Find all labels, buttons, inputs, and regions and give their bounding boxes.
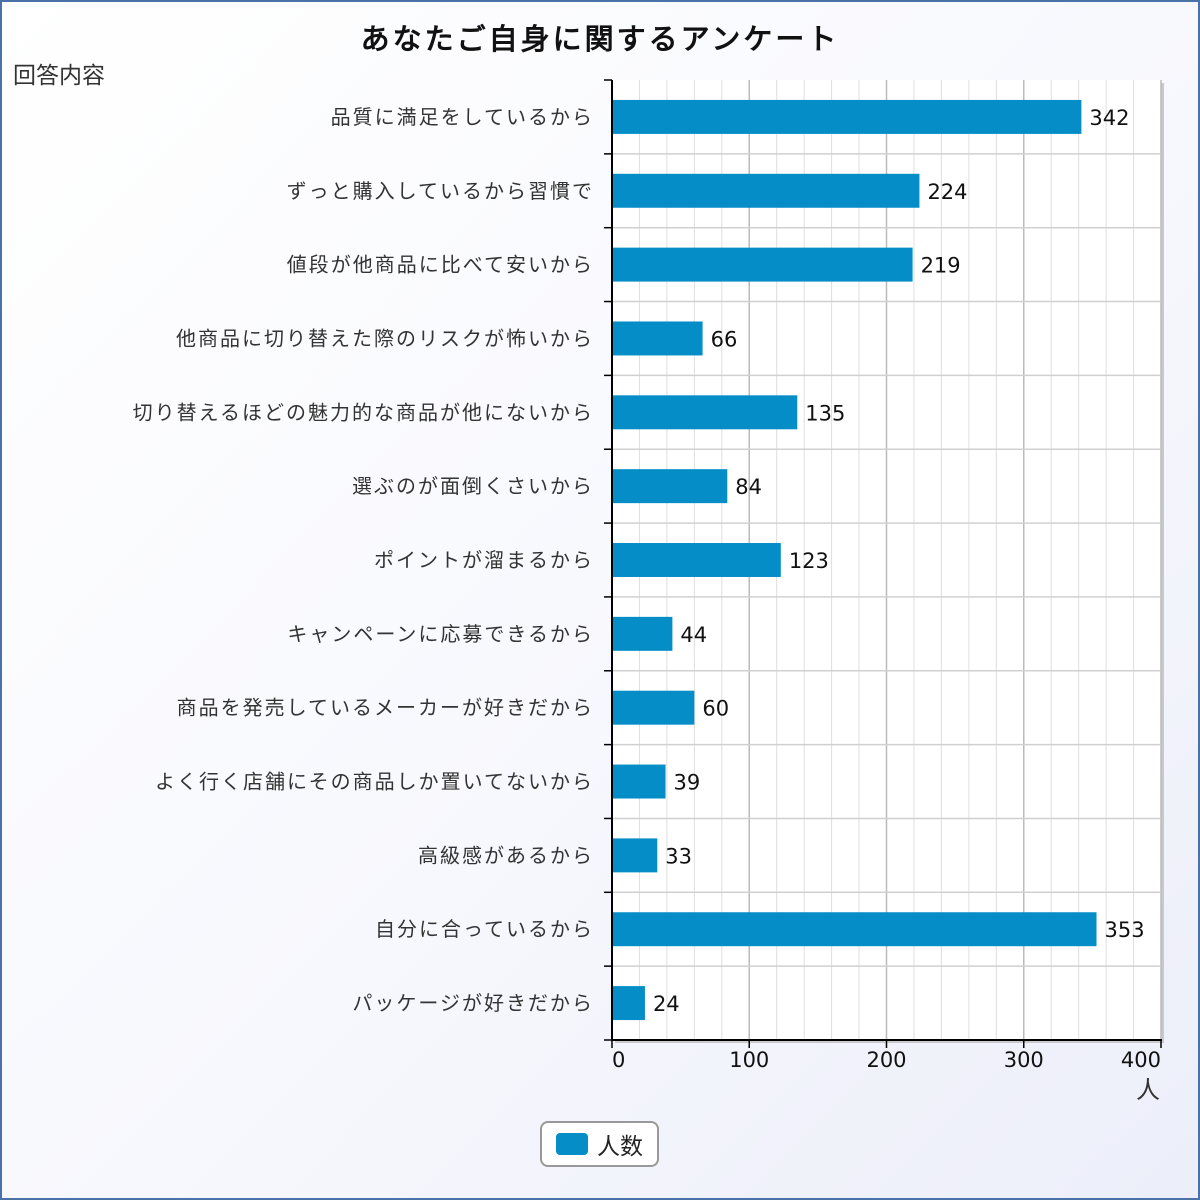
data-label: 342 (1089, 106, 1129, 130)
bar (612, 395, 798, 430)
x-tick-label: 300 (1004, 1048, 1044, 1072)
x-tick-label: 400 (1121, 1048, 1161, 1072)
bar (612, 99, 1082, 134)
category-label: よく行く店舗にその商品しか置いてないから (155, 770, 594, 794)
bar (612, 543, 781, 577)
data-label: 33 (665, 844, 692, 868)
category-label: 切り替えるほどの魅力的な商品が他にないから (133, 400, 594, 424)
bar (612, 838, 658, 873)
bar (612, 469, 728, 504)
bar (612, 912, 1097, 947)
category-label: パッケージが好きだから (352, 991, 594, 1015)
bar (612, 247, 913, 282)
data-label: 24 (653, 992, 680, 1016)
data-label: 219 (921, 254, 961, 278)
category-label: 他商品に切り替えた際のリスクが怖いから (176, 326, 594, 350)
legend-swatch (556, 1133, 588, 1155)
data-label: 66 (711, 327, 738, 351)
legend-label: 人数 (597, 1134, 643, 1160)
data-label: 135 (805, 401, 845, 425)
data-label: 44 (680, 623, 707, 647)
data-label: 84 (735, 475, 762, 499)
legend[interactable]: 人数 (540, 1121, 659, 1167)
data-label: 224 (927, 180, 967, 204)
x-axis-title: 人 (1136, 1076, 1160, 1104)
bar (612, 986, 645, 1021)
category-label: ポイントが溜まるから (374, 548, 594, 572)
y-axis-title: 回答内容 (13, 63, 105, 89)
chart-title: あなたご自身に関するアンケート (360, 22, 840, 56)
x-tick-label: 100 (729, 1048, 769, 1072)
category-label: 高級感があるから (418, 843, 594, 867)
bar (612, 764, 666, 799)
data-label: 353 (1104, 918, 1144, 942)
x-tick-label: 0 (612, 1048, 625, 1072)
bar (612, 690, 695, 725)
category-label: ずっと購入しているから習慣で (287, 179, 594, 203)
bar (612, 173, 920, 208)
bar (612, 321, 703, 356)
data-label: 60 (702, 697, 729, 721)
category-label: キャンペーンに応募できるから (287, 622, 594, 646)
category-label: 選ぶのが面倒くさいから (352, 474, 594, 498)
x-tick-label: 200 (866, 1048, 906, 1072)
bar (612, 616, 673, 651)
category-label: 値段が他商品に比べて安いから (287, 253, 594, 277)
category-label: 商品を発売しているメーカーが好きだから (177, 696, 594, 720)
category-label: 自分に合っているから (375, 917, 594, 941)
category-label: 品質に満足をしているから (331, 105, 594, 129)
data-label: 123 (789, 549, 829, 573)
data-label: 39 (674, 771, 701, 795)
